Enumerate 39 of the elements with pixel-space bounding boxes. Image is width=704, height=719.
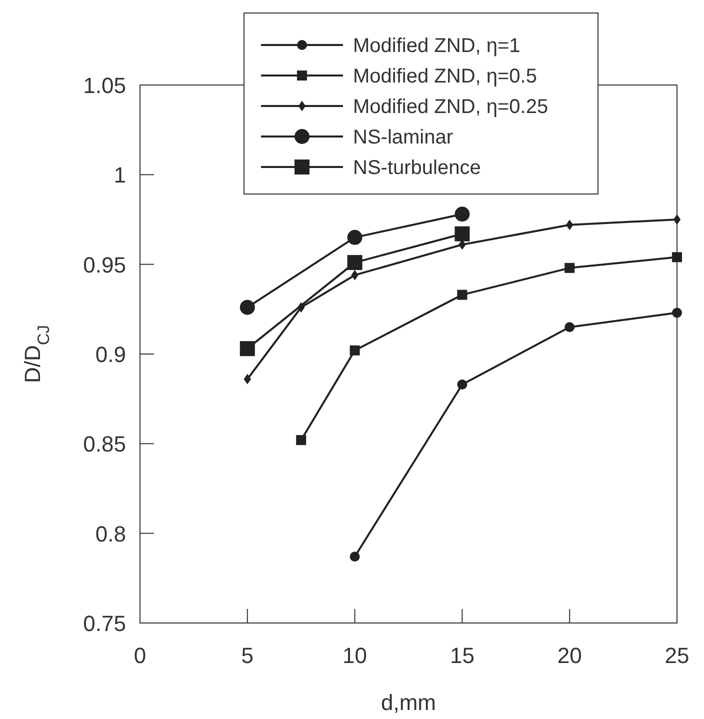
point bbox=[351, 270, 358, 280]
y-tick-label: 0.95 bbox=[83, 252, 126, 278]
x-tick-label: 10 bbox=[342, 643, 368, 668]
y-tick-label: 1 bbox=[114, 162, 126, 188]
point bbox=[673, 214, 681, 224]
y-tick-label: 1.05 bbox=[83, 73, 126, 98]
y-tick-label: 0.8 bbox=[95, 521, 126, 546]
point bbox=[454, 226, 470, 242]
legend-label: Modified ZND, η=0.25 bbox=[353, 96, 548, 118]
x-tick-label: 20 bbox=[557, 643, 582, 668]
point bbox=[350, 552, 360, 562]
x-tick-label: 0 bbox=[134, 643, 146, 668]
point bbox=[347, 255, 362, 270]
point bbox=[244, 374, 251, 384]
point bbox=[240, 300, 255, 315]
point bbox=[296, 435, 306, 446]
point bbox=[454, 206, 470, 222]
x-tick-label: 15 bbox=[450, 643, 474, 668]
y-tick-label: 0.85 bbox=[83, 432, 126, 457]
y-tick-label: 0.9 bbox=[95, 342, 126, 367]
legend-label: Modified ZND, η=0.5 bbox=[353, 66, 537, 88]
legend-label: NS-turbulence bbox=[353, 157, 481, 179]
legend-label: NS-laminar bbox=[353, 126, 454, 148]
point bbox=[458, 240, 466, 250]
point bbox=[457, 290, 468, 300]
point bbox=[672, 252, 682, 262]
legend-label: Modified ZND, η=1 bbox=[353, 35, 520, 57]
point bbox=[564, 322, 575, 332]
point bbox=[564, 262, 575, 273]
point bbox=[566, 220, 574, 230]
x-tick-label: 5 bbox=[241, 643, 254, 668]
x-axis-title: d,mm bbox=[381, 690, 436, 715]
x-tick-label: 25 bbox=[664, 643, 690, 668]
point bbox=[672, 308, 682, 318]
point bbox=[457, 379, 468, 390]
y-tick-label: 0.75 bbox=[83, 611, 126, 636]
point bbox=[240, 341, 255, 356]
point bbox=[350, 345, 360, 356]
point bbox=[347, 230, 362, 245]
